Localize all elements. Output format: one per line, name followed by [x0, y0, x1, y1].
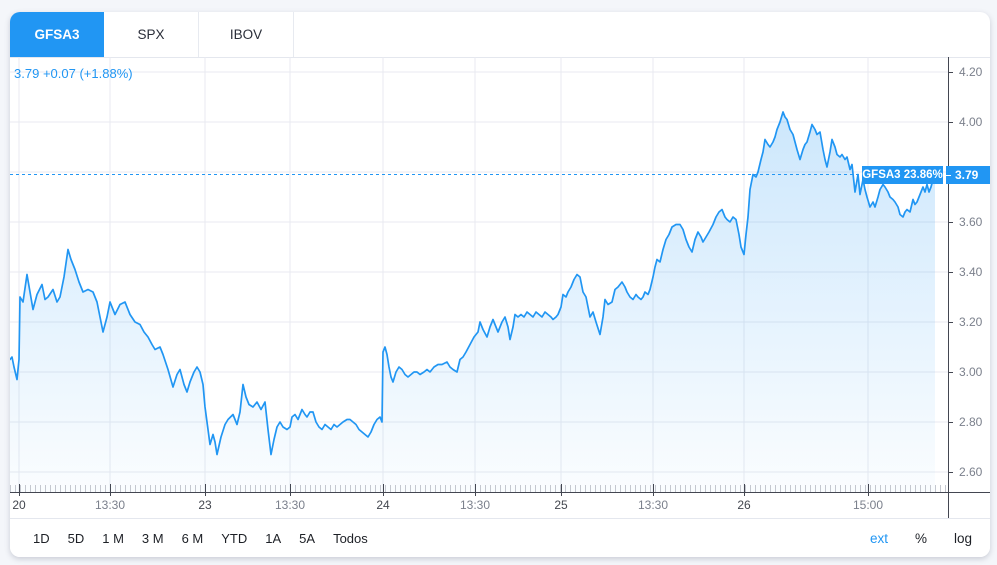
x-tick-label-1330: 13:30 — [274, 498, 306, 512]
y-axis-tick — [948, 122, 953, 123]
x-axis-tick — [475, 484, 476, 496]
range-3m[interactable]: 3 M — [141, 530, 164, 546]
x-tick-label-24: 24 — [376, 498, 390, 512]
price-info: 3.79 +0.07 (+1.88%) — [14, 66, 133, 81]
ext-scale-toggle[interactable]: ext — [869, 530, 888, 546]
x-tick-label-1330: 13:30 — [94, 498, 126, 512]
y-tick-label-3.40: 3.40 — [959, 265, 983, 279]
range-5d[interactable]: 5D — [67, 530, 85, 546]
range-toolbar: 1D 5D 1 M 3 M 6 M YTD 1A 5A Todos ext% log — [10, 518, 990, 557]
current-price-badge: GFSA3 23.86% — [862, 166, 943, 184]
y-axis-line[interactable] — [948, 57, 949, 518]
x-axis-tick — [383, 484, 384, 496]
range-ytd[interactable]: YTD — [221, 530, 248, 546]
range-1m[interactable]: 1 M — [102, 530, 124, 546]
y-axis-tick — [948, 272, 953, 273]
y-tick-label-3.20: 3.20 — [959, 315, 983, 329]
y-axis-tick — [948, 472, 953, 473]
tab-spx[interactable]: SPX — [104, 12, 199, 57]
x-tick-label-1500: 15:00 — [852, 498, 884, 512]
x-tick-label-23: 23 — [198, 498, 212, 512]
x-tick-label-25: 25 — [554, 498, 568, 512]
y-axis-tick — [948, 72, 953, 73]
y-tick-label-4.20: 4.20 — [959, 65, 983, 79]
x-axis-tick — [19, 484, 20, 496]
axis-badge-value: 3.79 — [955, 168, 979, 182]
x-tick-label-1330: 13:30 — [459, 498, 491, 512]
tab-ibov[interactable]: IBOV — [199, 12, 294, 57]
x-axis-tick — [744, 484, 745, 496]
range-6m[interactable]: 6 M — [181, 530, 204, 546]
tab-gfsa3[interactable]: GFSA3 — [10, 12, 104, 57]
x-axis-minute-ticks — [10, 485, 948, 492]
x-axis-tick — [561, 484, 562, 496]
chart-plot-area[interactable]: 3.79 +0.07 (+1.88%) — [10, 57, 948, 492]
price-value: 3.79 — [14, 66, 40, 81]
y-axis-tick — [948, 372, 953, 373]
price-change: +0.07 — [42, 66, 76, 81]
x-axis-tick — [205, 484, 206, 496]
chart-widget: GFSA3 SPX IBOV 3.79 +0.07 (+1.88%) 20 13:30… — [10, 12, 990, 557]
y-axis-tick — [948, 422, 953, 423]
current-price-axis-label: 3.79 — [946, 166, 990, 184]
range-5a[interactable]: 5A — [299, 530, 316, 546]
y-tick-label-3.60: 3.60 — [959, 215, 983, 229]
y-tick-label-3.00: 3.00 — [959, 365, 983, 379]
range-1d[interactable]: 1D — [33, 530, 50, 546]
y-axis-tick — [948, 322, 953, 323]
price-change-pct: (+1.88%) — [79, 66, 133, 81]
y-tick-label-2.80: 2.80 — [959, 415, 983, 429]
y-tick-label-2.60: 2.60 — [959, 465, 983, 479]
range-1a[interactable]: 1A — [265, 530, 282, 546]
symbol-tabs: GFSA3 SPX IBOV — [10, 12, 990, 58]
price-line-series — [10, 111, 936, 456]
percent-scale-toggle[interactable]: % — [914, 530, 927, 546]
x-axis-tick — [110, 484, 111, 496]
x-axis-tick — [653, 484, 654, 496]
price-area-fill — [10, 112, 935, 492]
x-tick-label-20: 20 — [12, 498, 26, 512]
x-axis-tick — [868, 484, 869, 496]
x-axis-tick — [290, 484, 291, 496]
y-axis-tick — [948, 222, 953, 223]
log-scale-toggle[interactable]: log — [953, 530, 972, 546]
price-chart-svg — [10, 57, 948, 492]
x-axis-line[interactable] — [10, 492, 990, 493]
axis-badge-tick — [946, 174, 951, 176]
x-tick-label-26: 26 — [737, 498, 751, 512]
y-tick-label-4.00: 4.00 — [959, 115, 983, 129]
x-tick-label-1330: 13:30 — [637, 498, 669, 512]
range-todos[interactable]: Todos — [333, 530, 368, 546]
